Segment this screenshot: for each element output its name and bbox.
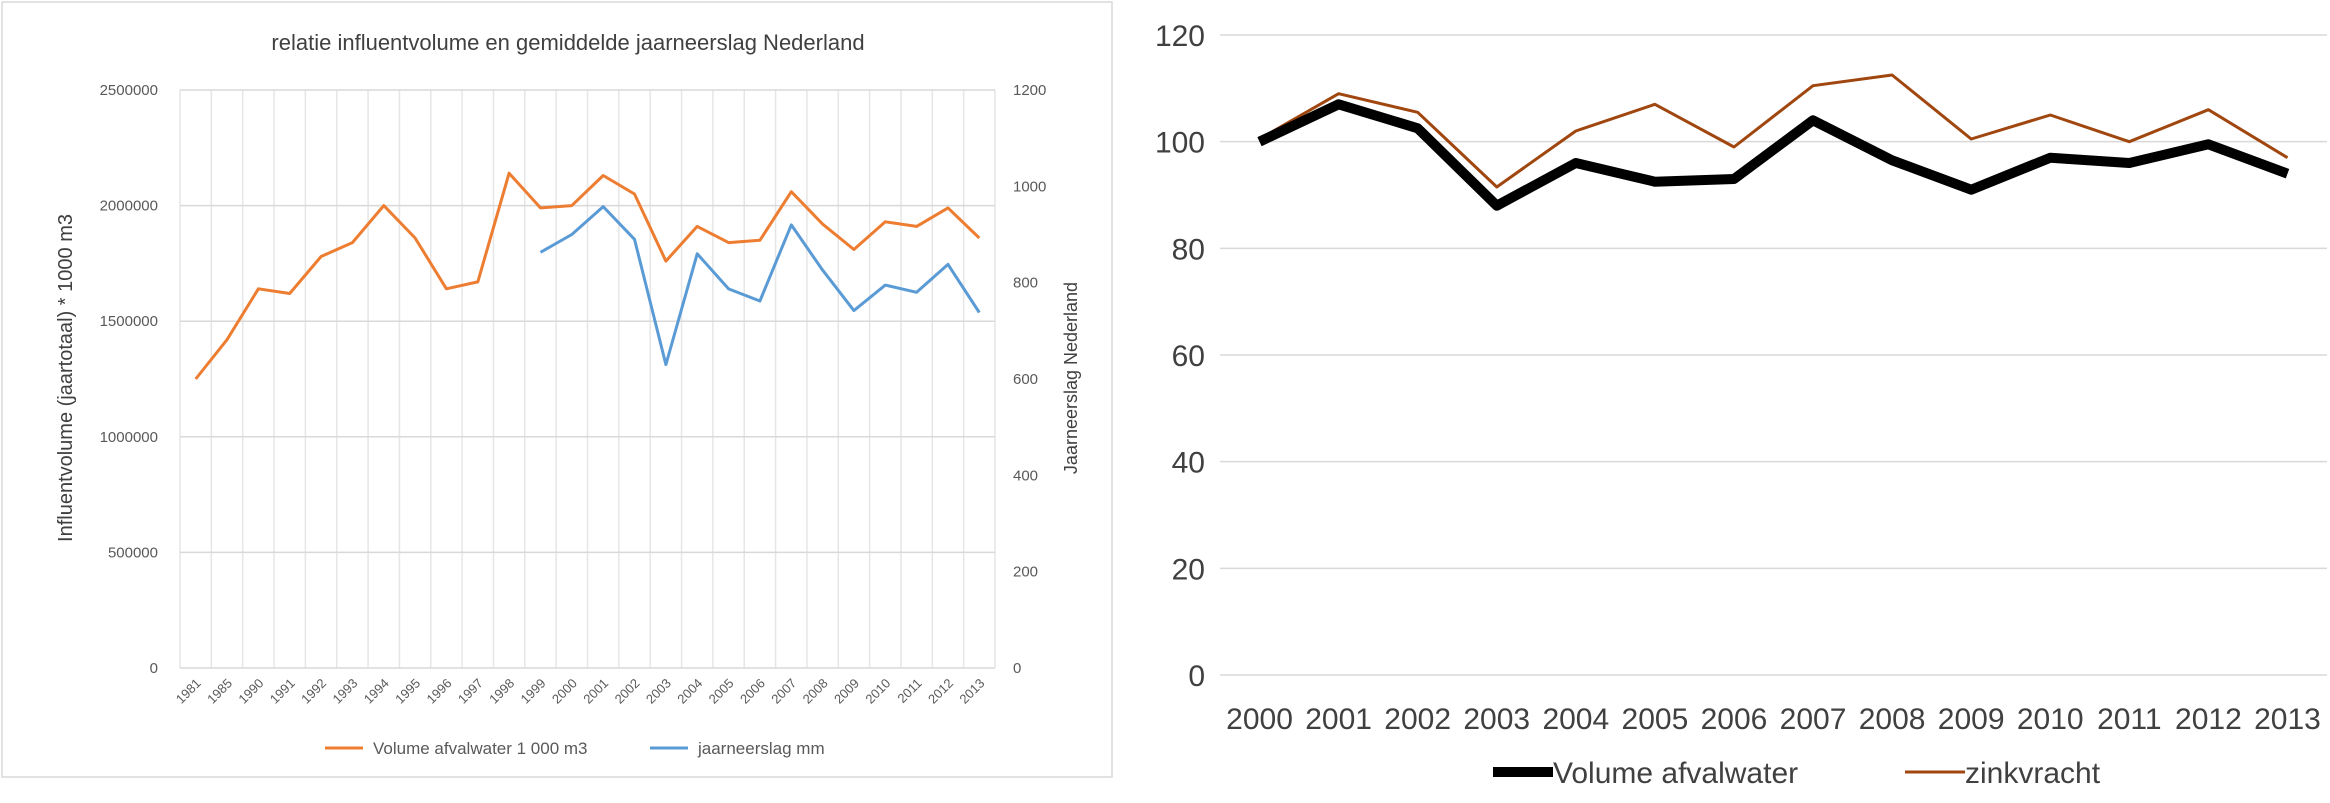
- series-line: [539, 205, 981, 367]
- secondary-y-tick-label: 1200: [1013, 82, 1046, 99]
- secondary-y-tick-label: 600: [1013, 371, 1038, 388]
- y-tick-label: 2000000: [100, 198, 158, 215]
- x-tick-label: 2012: [2175, 703, 2242, 736]
- chart-title: relatie influentvolume en gemiddelde jaa…: [271, 30, 864, 55]
- y-tick-label: 1000000: [100, 429, 158, 446]
- secondary-y-tick-label: 0: [1013, 660, 1021, 677]
- influent-precipitation-chart-panel: relatie influentvolume en gemiddelde jaa…: [0, 0, 1115, 798]
- x-tick-label: 2007: [1780, 703, 1847, 736]
- legend-label: Volume afvalwater 1 000 m3: [373, 739, 588, 758]
- secondary-y-tick-label: 1000: [1013, 178, 1046, 195]
- x-tick-label: 2005: [1622, 703, 1689, 736]
- secondary-y-tick-label: 400: [1013, 467, 1038, 484]
- y-tick-label: 1500000: [100, 313, 158, 330]
- y-tick-label: 60: [1172, 340, 1205, 373]
- secondary-y-tick-label: 200: [1013, 564, 1038, 581]
- x-tick-label: 2010: [2017, 703, 2084, 736]
- x-tick-label: 2001: [1305, 703, 1372, 736]
- y-tick-label: 0: [1188, 660, 1205, 693]
- x-tick-label: 2013: [2254, 703, 2321, 736]
- volume-zinc-chart-panel: 0 20 40 60 80 100 120 2000 2001 2002 2003 2004 2005…: [1115, 0, 2330, 798]
- y-tick-label: 0: [150, 660, 158, 677]
- volume-zinc-chart: 0 20 40 60 80 100 120 2000 2001 2002 2003 2004 2005…: [1155, 20, 2327, 790]
- y-tick-label: 2500000: [100, 82, 158, 99]
- x-tick-label: 2003: [1463, 703, 1530, 736]
- secondary-y-axis-title: Jaarneerslag Nederland: [1061, 282, 1081, 474]
- chart-legend: Volume afvalwater zinkvracht: [1493, 757, 2101, 790]
- x-tick-label: 2011: [2097, 703, 2162, 736]
- series-line: [1258, 73, 2289, 189]
- secondary-y-tick-label: 800: [1013, 275, 1038, 292]
- legend-label: Volume afvalwater: [1553, 757, 1798, 790]
- series-line: [194, 171, 981, 380]
- y-axis-title: Influentvolume (jaartotaal) * 1000 m3: [55, 214, 77, 542]
- series-line: [1257, 99, 2290, 211]
- legend-label: zinkvracht: [1965, 757, 2101, 790]
- y-tick-label: 100: [1155, 127, 1205, 160]
- x-tick-label: 2006: [1701, 703, 1768, 736]
- y-tick-label: 20: [1172, 553, 1205, 586]
- x-tick-label: 2008: [1859, 703, 1926, 736]
- x-tick-label: 2004: [1542, 703, 1609, 736]
- y-tick-label: 80: [1172, 233, 1205, 266]
- x-tick-label: 2002: [1384, 703, 1451, 736]
- x-tick-label: 2000: [1226, 703, 1293, 736]
- y-tick-label: 40: [1172, 447, 1205, 480]
- chart-legend: Volume afvalwater 1 000 m3 jaarneerslag m…: [325, 739, 825, 758]
- y-tick-label: 120: [1155, 20, 1205, 53]
- legend-label: jaarneerslag mm: [697, 739, 825, 758]
- x-tick-label: 2009: [1938, 703, 2005, 736]
- y-tick-label: 500000: [108, 544, 158, 561]
- influent-precipitation-chart: relatie influentvolume en gemiddelde jaa…: [1, 1, 1113, 778]
